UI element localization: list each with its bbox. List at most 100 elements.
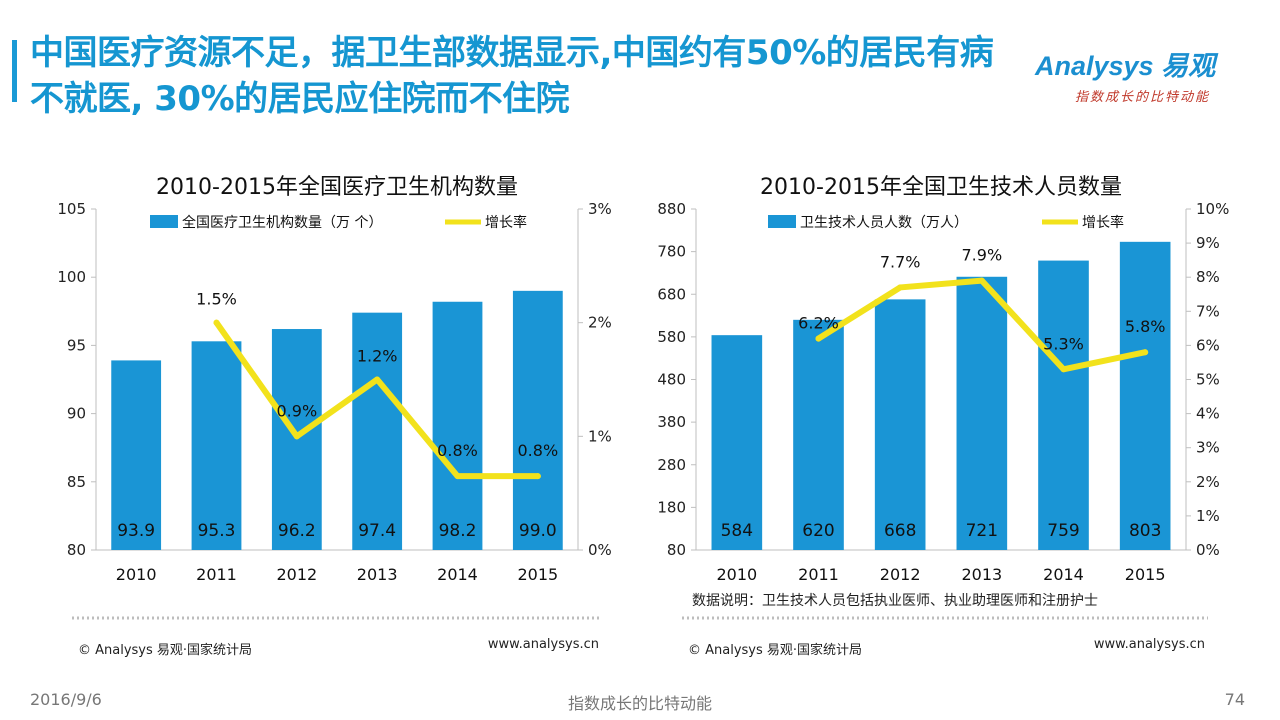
- growth-rate-label: 0.8%: [437, 441, 478, 460]
- bar-value-label: 98.2: [439, 521, 477, 541]
- right-tick-label: 1%: [588, 427, 612, 445]
- x-tick-label: 2015: [517, 565, 558, 584]
- left-tick-label: 380: [657, 413, 686, 431]
- chart-title: 2010-2015年全国卫生技术人员数量: [760, 175, 1122, 200]
- brand-logo: Analysys 易观 指数成长的比特动能: [1035, 44, 1270, 114]
- right-tick-label: 7%: [1196, 302, 1220, 320]
- x-tick-label: 2012: [880, 565, 921, 584]
- growth-rate-point: [897, 284, 904, 291]
- growth-rate-label: 7.9%: [962, 246, 1003, 265]
- bar-value-label: 620: [802, 521, 834, 541]
- growth-rate-point: [978, 277, 985, 284]
- bar: [956, 276, 1008, 550]
- bar: [191, 341, 242, 550]
- right-tick-label: 9%: [1196, 234, 1220, 252]
- source-label: © Analysys 易观·国家统计局: [688, 642, 862, 658]
- right-tick-label: 8%: [1196, 268, 1220, 286]
- right-tick-label: 6%: [1196, 336, 1220, 354]
- left-tick-label: 85: [67, 473, 86, 491]
- growth-rate-point: [815, 335, 822, 342]
- bar-value-label: 803: [1129, 521, 1161, 541]
- legend-bar-label: 全国医疗卫生机构数量（万 个）: [182, 214, 382, 231]
- left-tick-label: 90: [67, 405, 86, 423]
- growth-rate-point: [534, 473, 541, 480]
- footer-date: 2016/9/6: [30, 690, 102, 709]
- left-tick-label: 580: [657, 328, 686, 346]
- x-tick-label: 2014: [1043, 565, 1084, 584]
- left-tick-label: 180: [657, 498, 686, 516]
- growth-rate-point: [374, 376, 381, 383]
- logo-text: Analysys 易观: [1035, 51, 1216, 81]
- right-tick-label: 0%: [1196, 541, 1220, 559]
- source-label: © Analysys 易观·国家统计局: [78, 642, 252, 658]
- bar: [1119, 241, 1171, 550]
- left-tick-label: 280: [657, 456, 686, 474]
- left-tick-label: 80: [67, 541, 86, 559]
- footer-page-number: 74: [1224, 690, 1245, 709]
- bar-value-label: 759: [1047, 521, 1079, 541]
- right-tick-label: 1%: [1196, 507, 1220, 525]
- growth-rate-label: 5.8%: [1125, 317, 1166, 336]
- left-tick-label: 780: [657, 243, 686, 261]
- growth-rate-point: [293, 433, 300, 440]
- x-tick-label: 2015: [1125, 565, 1166, 584]
- legend-bar-swatch: [768, 215, 796, 228]
- bar-value-label: 584: [721, 521, 753, 541]
- bar: [793, 319, 844, 550]
- page-title: 中国医疗资源不足，据卫生部数据显示,中国约有50%的居民有病不就医, 30%的居…: [30, 33, 994, 119]
- growth-rate-label: 7.7%: [880, 252, 921, 271]
- data-note: 数据说明：卫生技术人员包括执业医师、执业助理医师和注册护士: [692, 593, 1098, 609]
- x-tick-label: 2012: [276, 565, 317, 584]
- bar: [711, 335, 763, 550]
- bar: [432, 301, 483, 550]
- legend-bar-label: 卫生技术人员人数（万人）: [800, 215, 968, 231]
- x-tick-label: 2014: [437, 565, 478, 584]
- bar-value-label: 97.4: [358, 521, 396, 541]
- left-tick-label: 80: [667, 541, 686, 559]
- chart-title: 2010-2015年全国医疗卫生机构数量: [156, 175, 518, 200]
- bar: [512, 290, 563, 550]
- left-tick-label: 95: [67, 336, 86, 354]
- left-tick-label: 880: [657, 200, 686, 218]
- growth-rate-label: 1.5%: [196, 290, 237, 309]
- bar-value-label: 95.3: [198, 521, 236, 541]
- left-tick-label: 105: [57, 200, 86, 218]
- growth-rate-label: 0.8%: [518, 441, 559, 460]
- right-tick-label: 3%: [588, 200, 612, 218]
- legend-line-label: 增长率: [485, 214, 527, 231]
- legend-line-label: 增长率: [1082, 214, 1124, 231]
- growth-rate-point: [1142, 349, 1149, 356]
- legend-bar-swatch: [150, 215, 178, 228]
- growth-rate-label: 5.3%: [1043, 334, 1084, 353]
- growth-rate-point: [1060, 366, 1067, 373]
- x-tick-label: 2011: [196, 565, 237, 584]
- growth-rate-label: 1.2%: [357, 347, 398, 366]
- growth-rate-point: [213, 319, 220, 326]
- bar-value-label: 96.2: [278, 521, 316, 541]
- right-tick-label: 10%: [1196, 200, 1229, 218]
- growth-rate-label: 6.2%: [798, 314, 839, 333]
- bar: [352, 312, 403, 550]
- left-tick-label: 680: [657, 285, 686, 303]
- left-tick-label: 100: [57, 268, 86, 286]
- right-tick-label: 2%: [1196, 473, 1220, 491]
- logo-slogan: 指数成长的比特动能: [1075, 90, 1211, 105]
- footer-slogan: 指数成长的比特动能: [567, 694, 712, 713]
- x-tick-label: 2011: [798, 565, 839, 584]
- right-tick-label: 4%: [1196, 405, 1220, 423]
- x-tick-label: 2013: [961, 565, 1002, 584]
- bar-value-label: 668: [884, 521, 916, 541]
- right-tick-label: 3%: [1196, 439, 1220, 457]
- source-url: www.analysys.cn: [1094, 637, 1205, 652]
- right-tick-label: 2%: [588, 314, 612, 332]
- bar-value-label: 99.0: [519, 521, 557, 541]
- right-tick-label: 0%: [588, 541, 612, 559]
- right-tick-label: 5%: [1196, 371, 1220, 389]
- source-url: www.analysys.cn: [488, 637, 599, 652]
- growth-rate-label: 0.9%: [277, 401, 318, 420]
- x-tick-label: 2013: [357, 565, 398, 584]
- bar-value-label: 93.9: [117, 521, 155, 541]
- left-tick-label: 480: [657, 371, 686, 389]
